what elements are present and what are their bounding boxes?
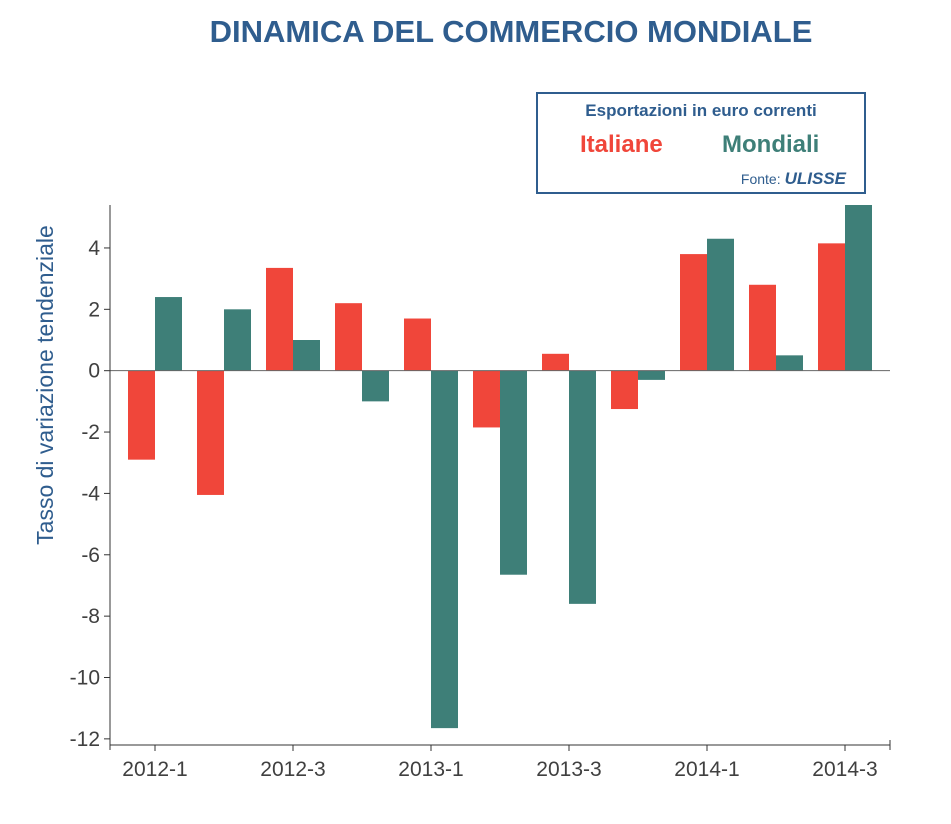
x-tick-label: 2012-1: [122, 758, 187, 781]
legend: Esportazioni in euro correnti Italiane M…: [536, 92, 866, 194]
bar-italiane-2014-3: [818, 243, 845, 371]
bar-mondiali-2013-1: [431, 370, 458, 729]
bar-italiane-2013-3: [542, 353, 569, 371]
bar-mondiali-2012-4: [362, 370, 389, 402]
bar-mondiali-2012-3: [293, 340, 320, 371]
source-label: Fonte:: [740, 171, 781, 187]
x-tick-label: 2012-3: [260, 758, 325, 781]
legend-item-italiane: Italiane: [580, 131, 663, 158]
legend-item-mondiali: Mondiali: [722, 131, 820, 158]
y-tick-label: -2: [81, 421, 100, 444]
y-tick-label: 0: [88, 360, 100, 383]
y-tick-label: -4: [81, 482, 100, 505]
x-tick-label: 2013-3: [536, 758, 601, 781]
bar-mondiali-2012-2: [224, 309, 251, 371]
bar-italiane-2014-2: [749, 284, 776, 371]
chart-title: DINAMICA DEL COMMERCIO MONDIALE: [209, 14, 813, 49]
y-tick-label: -8: [81, 605, 100, 628]
source-logo: ULISSE: [784, 169, 846, 188]
y-tick-label: 2: [88, 298, 100, 321]
legend-source: Fonte: ULISSE: [741, 169, 846, 189]
y-tick-label: -6: [81, 544, 100, 567]
bar-mondiali-2014-2: [776, 355, 803, 371]
bar-mondiali-2013-3: [569, 370, 596, 604]
x-tick-label: 2013-1: [398, 758, 463, 781]
legend-title: Esportazioni in euro correnti: [585, 101, 817, 120]
bar-italiane-2012-1: [128, 370, 155, 460]
x-tick-label: 2014-1: [674, 758, 739, 781]
x-tick-label: 2014-3: [812, 758, 877, 781]
y-tick-label: 4: [88, 237, 100, 260]
bar-mondiali-2012-1: [155, 297, 182, 371]
bar-italiane-2014-1: [680, 254, 707, 371]
y-tick-label: -10: [70, 667, 100, 690]
bar-italiane-2013-2: [473, 370, 500, 428]
bar-mondiali-2013-4: [638, 370, 665, 380]
bar-italiane-2013-4: [611, 370, 638, 410]
bar-mondiali-2014-1: [707, 238, 734, 371]
y-axis-label: Tasso di variazione tendenziale: [32, 225, 58, 545]
bar-italiane-2012-3: [266, 267, 293, 371]
y-tick-label: -12: [70, 728, 100, 751]
bar-mondiali-2013-2: [500, 370, 527, 575]
bar-italiane-2013-1: [404, 318, 431, 371]
bar-italiane-2012-2: [197, 370, 224, 495]
bar-italiane-2012-4: [335, 303, 362, 371]
bar-mondiali-2014-3: [845, 205, 872, 371]
